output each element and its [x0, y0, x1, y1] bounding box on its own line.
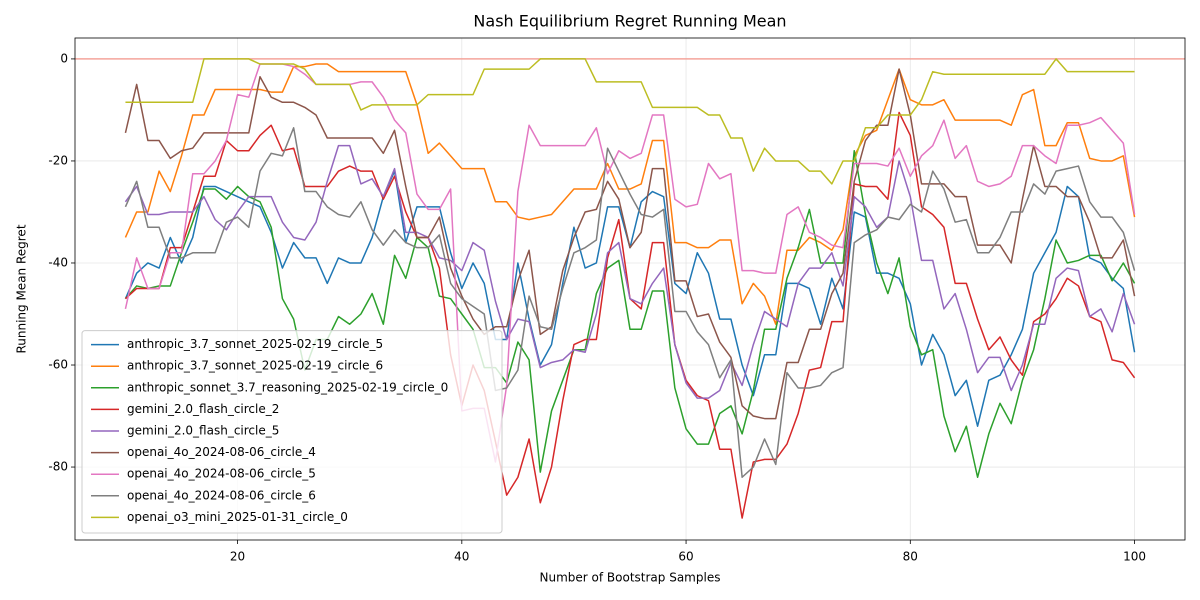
legend-label: gemini_2.0_flash_circle_5 — [127, 424, 279, 438]
series-line — [124, 150, 1136, 478]
x-tick-label: 60 — [678, 550, 693, 564]
legend-label: anthropic_sonnet_3.7_reasoning_2025-02-1… — [127, 380, 448, 394]
legend-label: anthropic_3.7_sonnet_2025-02-19_circle_6 — [127, 359, 383, 373]
x-tick-label: 100 — [1123, 550, 1146, 564]
legend-label: openai_4o_2024-08-06_circle_4 — [127, 445, 316, 459]
legend: anthropic_3.7_sonnet_2025-02-19_circle_5… — [81, 330, 503, 534]
y-tick-label: -80 — [48, 460, 68, 474]
legend-label: openai_4o_2024-08-06_circle_5 — [127, 467, 316, 481]
y-tick-label: 0 — [60, 51, 68, 65]
y-axis-label: Running Mean Regret — [15, 224, 29, 353]
legend-box — [81, 330, 503, 534]
series-line — [124, 63, 1136, 463]
x-axis-label: Number of Bootstrap Samples — [540, 571, 721, 585]
chart-title: Nash Equilibrium Regret Running Mean — [473, 12, 786, 31]
legend-label: gemini_2.0_flash_circle_2 — [127, 402, 279, 416]
y-tick-label: -60 — [48, 358, 68, 372]
plot-frame — [74, 37, 1186, 541]
series-line — [124, 68, 1136, 420]
x-tick-label: 20 — [230, 550, 245, 564]
legend-label: openai_4o_2024-08-06_circle_6 — [127, 488, 316, 502]
x-tick-label: 80 — [903, 550, 918, 564]
legend-label: openai_o3_mini_2025-01-31_circle_0 — [127, 510, 348, 524]
y-tick-label: -20 — [48, 153, 68, 167]
legend-label: anthropic_3.7_sonnet_2025-02-19_circle_5 — [127, 337, 383, 351]
series-line — [124, 144, 1136, 399]
series-line — [124, 127, 1136, 478]
y-tick-label: -40 — [48, 255, 68, 269]
x-tick-label: 40 — [454, 550, 469, 564]
series-line — [125, 58, 1135, 185]
